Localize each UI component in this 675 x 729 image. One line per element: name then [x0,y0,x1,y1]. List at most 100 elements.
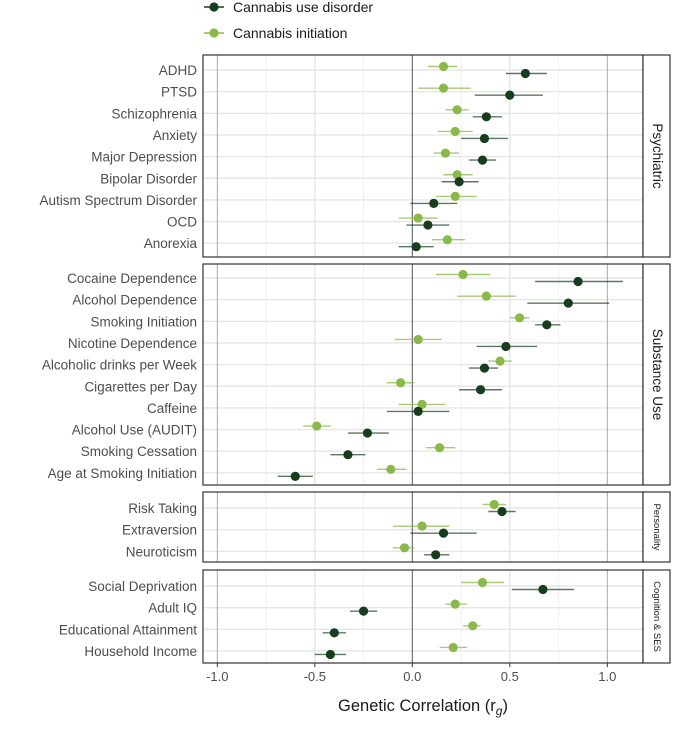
init-point [495,356,505,366]
x-axis-label: Genetic Correlation (rg) [338,697,508,718]
cud-point [423,220,433,230]
legend-label: Cannabis use disorder [233,0,373,15]
init-point [450,126,460,137]
legend: Cannabis use disorder Cannabis initiation [204,0,373,41]
facet-label: Cognition & SES [651,581,662,652]
panel-substance-use: Cocaine Dependence Alcohol Dependence Smok… [42,263,671,486]
cud-point [520,68,531,79]
x-tick-label: -1.0 [206,669,228,684]
init-point [442,235,452,245]
init-point [440,148,451,158]
panel-cognition-ses: Social Deprivation Adult IQ Educational At… [59,569,671,664]
cud-point [429,198,439,208]
trait-label: Alcohol Dependence [72,293,197,308]
init-point [396,378,406,388]
init-point [452,105,462,115]
init-point [413,334,423,345]
init-point [468,621,478,631]
trait-label: Cocaine Dependence [67,271,197,286]
init-point [417,399,427,409]
x-tick-label: -0.5 [304,669,326,684]
trait-label: Smoking Initiation [90,314,197,329]
init-point [386,464,396,474]
legend-key [209,28,219,38]
trait-label: Anxiety [153,128,198,143]
cud-point [477,155,488,165]
init-point [489,499,499,510]
cud-point [329,628,339,638]
trait-label: Adult IQ [148,601,197,616]
init-point [450,599,460,609]
facet-label: Personality [651,504,662,551]
trait-label: Major Depression [91,150,197,165]
trait-label: OCD [167,215,197,230]
trait-label: Educational Attainment [59,622,197,637]
x-tick-label: 0.5 [501,669,519,684]
panel-background [203,570,643,663]
init-point [481,291,491,301]
facet-strip [642,263,671,486]
cud-point [362,428,373,438]
init-point [413,213,423,223]
init-point [417,521,427,531]
trait-label: Anorexia [144,236,198,251]
cud-point [411,242,421,252]
trait-label: ADHD [159,63,198,78]
trait-label: Smoking Cessation [81,444,197,459]
cud-point [358,606,369,616]
init-point [399,543,410,553]
init-point [312,421,322,431]
init-point [438,83,449,93]
init-point [450,191,460,201]
facet-label: Substance Use [650,329,665,421]
cud-point [454,177,464,187]
trait-label: Risk Taking [128,501,197,516]
init-point [477,577,488,588]
cud-point [438,528,449,538]
cud-point [479,363,490,373]
trait-label: Social Deprivation [88,579,197,594]
cud-point [563,298,573,308]
facet-strip [642,54,671,258]
legend-label: Cannabis initiation [233,25,347,41]
cud-point [475,385,486,395]
cud-point [290,471,300,481]
cud-point [431,550,441,560]
cud-point [343,450,353,460]
trait-label: Household Income [84,644,197,659]
panel-psychiatric: ADHD PTSD Schizophrenia Anxiety Major Depres… [39,54,671,258]
cud-point [325,649,335,660]
cud-point [481,112,491,122]
facet-strip [642,569,671,664]
cud-point [479,133,490,144]
trait-label: Cigarettes per Day [84,379,197,394]
init-point [458,269,468,280]
trait-label: Alcohol Use (AUDIT) [72,423,197,438]
cud-point [573,276,583,287]
trait-label: Extraversion [122,523,197,538]
trait-label: Neuroticism [126,544,197,559]
x-tick-label: 0.0 [403,669,421,684]
cud-point [413,406,423,416]
init-point [452,170,462,180]
trait-label: PTSD [161,85,197,100]
init-point [438,61,449,72]
trait-label: Alcoholic drinks per Week [42,358,197,373]
panel-personality: Risk Taking Extraversion Neuroticism Person… [122,491,671,563]
cud-point [538,584,548,595]
trait-label: Age at Smoking Initiation [48,466,197,481]
trait-label: Caffeine [147,401,197,416]
cud-point [542,320,552,330]
cud-point [497,506,507,517]
trait-label: Nicotine Dependence [68,336,197,351]
trait-label: Bipolar Disorder [100,171,197,186]
cud-point [501,341,511,352]
legend-key [209,2,219,12]
trait-label: Autism Spectrum Disorder [39,193,197,208]
x-tick-label: 1.0 [598,669,616,684]
facet-label: Psychiatric [650,123,665,189]
cud-point [505,90,515,100]
facet-strip [642,491,671,563]
trait-label: Schizophrenia [111,106,197,121]
